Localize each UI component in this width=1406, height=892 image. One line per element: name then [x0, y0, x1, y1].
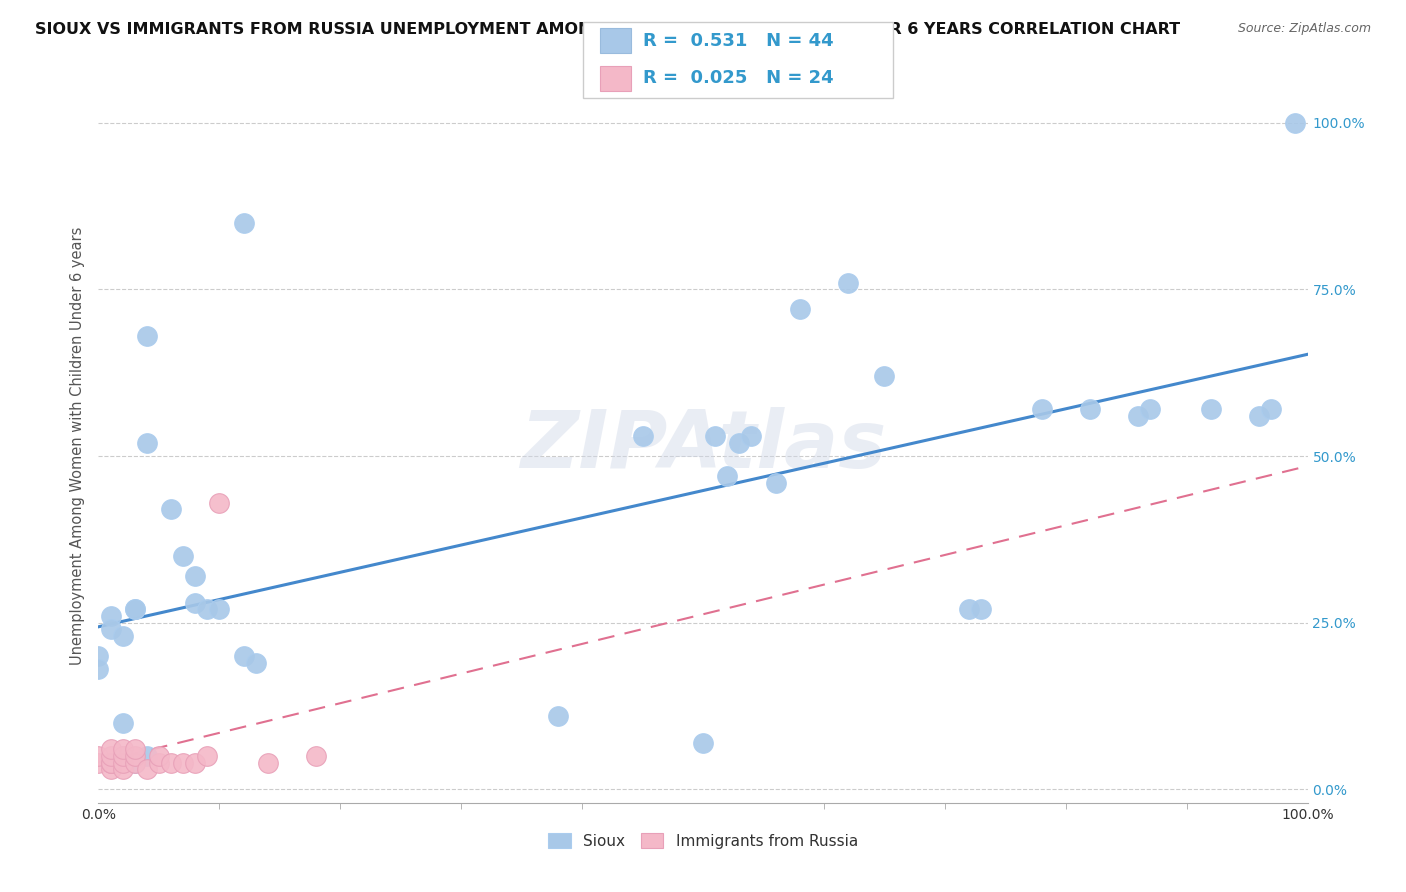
- Point: [765, 475, 787, 490]
- Point: [245, 656, 267, 670]
- Point: [100, 756, 122, 770]
- Point: [728, 435, 751, 450]
- Point: [172, 549, 194, 563]
- Point: [704, 429, 727, 443]
- Point: [1260, 402, 1282, 417]
- Point: [184, 756, 207, 770]
- Point: [124, 602, 146, 616]
- Point: [1128, 409, 1150, 423]
- Point: [100, 623, 122, 637]
- Point: [87, 756, 110, 770]
- Point: [195, 749, 218, 764]
- Point: [111, 742, 134, 756]
- Point: [148, 749, 170, 764]
- Point: [148, 756, 170, 770]
- Point: [716, 469, 738, 483]
- Point: [1249, 409, 1271, 423]
- Point: [87, 749, 110, 764]
- Point: [184, 569, 207, 583]
- Point: [111, 756, 134, 770]
- Point: [100, 756, 122, 770]
- Point: [100, 763, 122, 777]
- Point: [232, 649, 254, 664]
- Point: [1199, 402, 1222, 417]
- Point: [135, 329, 157, 343]
- Text: R =  0.531   N = 44: R = 0.531 N = 44: [643, 31, 834, 50]
- Point: [100, 742, 122, 756]
- Point: [124, 756, 146, 770]
- Point: [87, 649, 110, 664]
- Point: [1078, 402, 1101, 417]
- Text: R =  0.025   N = 24: R = 0.025 N = 24: [643, 70, 834, 87]
- Point: [100, 756, 122, 770]
- Point: [111, 629, 134, 643]
- Text: Source: ZipAtlas.com: Source: ZipAtlas.com: [1237, 22, 1371, 36]
- Point: [184, 596, 207, 610]
- Point: [692, 736, 714, 750]
- Point: [547, 709, 569, 723]
- Text: SIOUX VS IMMIGRANTS FROM RUSSIA UNEMPLOYMENT AMONG WOMEN WITH CHILDREN UNDER 6 Y: SIOUX VS IMMIGRANTS FROM RUSSIA UNEMPLOY…: [35, 22, 1180, 37]
- Legend: Sioux, Immigrants from Russia: Sioux, Immigrants from Russia: [548, 833, 858, 848]
- Point: [111, 763, 134, 777]
- Point: [195, 602, 218, 616]
- Point: [970, 602, 993, 616]
- Point: [100, 609, 122, 624]
- Text: ZIPAtlas: ZIPAtlas: [520, 407, 886, 485]
- Point: [1031, 402, 1053, 417]
- Point: [631, 429, 654, 443]
- Point: [740, 429, 762, 443]
- Point: [208, 496, 231, 510]
- Point: [789, 302, 811, 317]
- Point: [111, 749, 134, 764]
- Point: [124, 602, 146, 616]
- Point: [873, 368, 896, 383]
- Point: [256, 756, 278, 770]
- Point: [160, 502, 183, 516]
- Point: [135, 763, 157, 777]
- Point: [160, 756, 183, 770]
- Point: [232, 216, 254, 230]
- Point: [124, 749, 146, 764]
- Point: [305, 749, 328, 764]
- Point: [1284, 115, 1306, 129]
- Point: [100, 749, 122, 764]
- Point: [957, 602, 980, 616]
- Point: [1139, 402, 1161, 417]
- Point: [135, 435, 157, 450]
- Point: [172, 756, 194, 770]
- Point: [208, 602, 231, 616]
- Point: [111, 715, 134, 730]
- Point: [124, 756, 146, 770]
- Point: [111, 749, 134, 764]
- Point: [135, 749, 157, 764]
- Y-axis label: Unemployment Among Women with Children Under 6 years: Unemployment Among Women with Children U…: [69, 227, 84, 665]
- Point: [837, 276, 859, 290]
- Point: [124, 742, 146, 756]
- Point: [87, 662, 110, 676]
